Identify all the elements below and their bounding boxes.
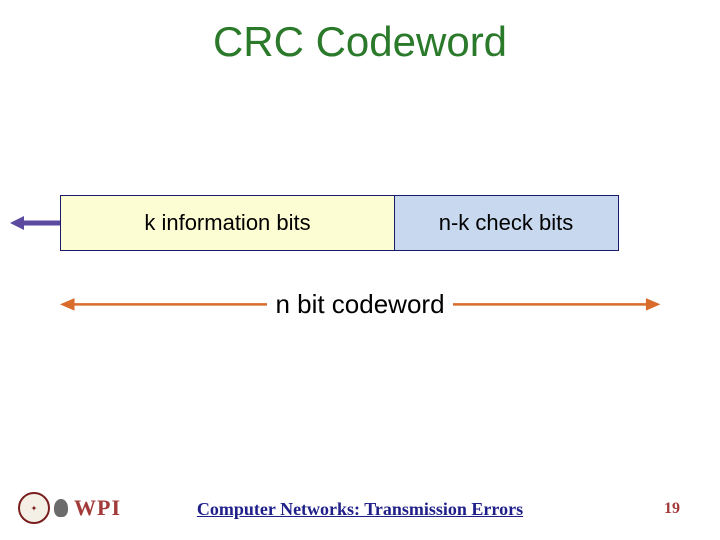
wpi-text: WPI [74,495,121,521]
wpi-logo: ✦ WPI [18,492,121,524]
block-check-bits: n-k check bits [394,195,619,251]
span-arrow-left [60,294,267,315]
block-check-label: n-k check bits [439,210,574,236]
page-number: 19 [664,500,680,518]
codeword-diagram: k information bits n-k check bits [60,195,660,251]
purple-left-arrow [10,214,62,232]
span-arrow-right [453,294,660,315]
wpi-seal-icon: ✦ [18,492,50,524]
codeword-label: n bit codeword [267,289,452,320]
block-info-label: k information bits [144,210,310,236]
blocks-row: k information bits n-k check bits [60,195,660,251]
slide-title: CRC Codeword [0,18,720,66]
codeword-span-row: n bit codeword [60,288,660,320]
block-information-bits: k information bits [60,195,395,251]
wpi-head-icon [54,499,68,517]
